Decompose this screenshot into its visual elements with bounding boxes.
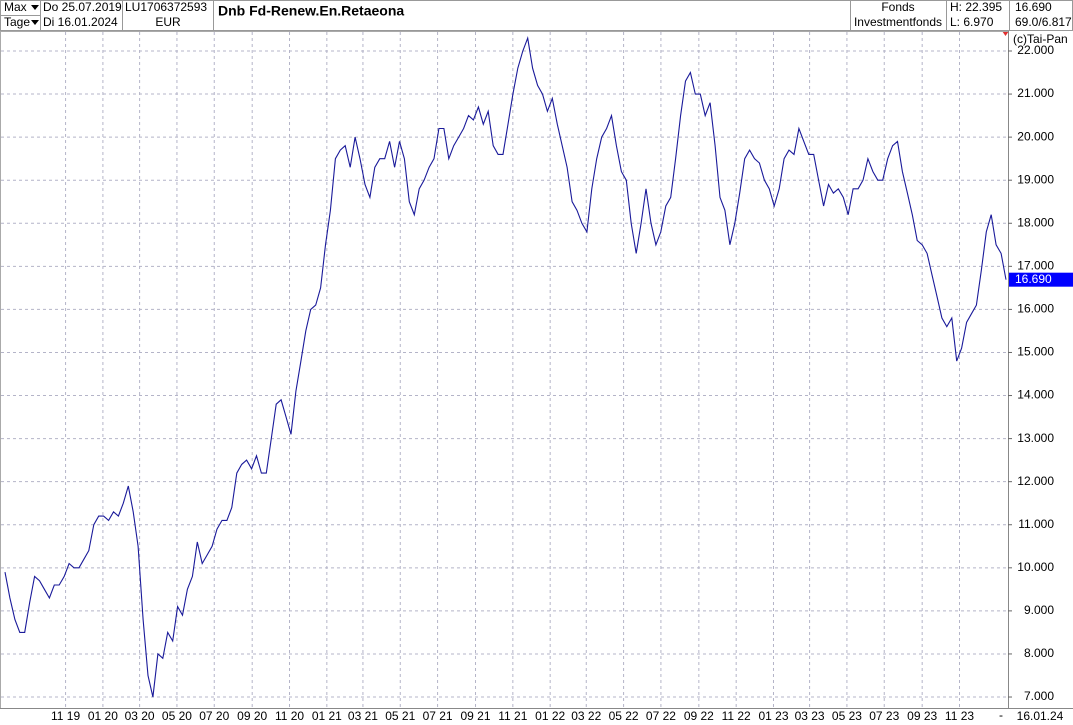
x-tick-label: 05 22 [609,709,639,723]
marker [1002,31,1009,36]
x-tick-label: 07 23 [869,709,899,723]
low: L: 6.970 [950,15,994,29]
start-date: Do 25.07.2019 [43,0,122,14]
last-value-box [1009,272,1073,287]
x-tick-label: 07 21 [423,709,453,723]
range-info: 69.0/6.817 [1015,15,1072,29]
x-tick-label: 05 21 [385,709,415,723]
x-tick-label: 11 20 [275,709,304,723]
x-tick-label: 03 22 [571,709,601,723]
x-tick-label: 05 20 [162,709,192,723]
x-tick-label: 11 21 [498,709,527,723]
x-tick-label: 07 20 [199,709,229,723]
x-end-label: 16.01.24 [1017,709,1064,723]
x-tick-label: 01 22 [535,709,565,723]
isin: LU1706372593 [125,0,207,14]
y-tick-label: 19.000 [1017,172,1054,186]
x-tick-label: 01 23 [758,709,788,723]
y-tick-label: 14.000 [1017,388,1054,402]
y-tick-label: 17.000 [1017,259,1054,273]
x-tick-label: 01 20 [88,709,118,723]
y-tick-label: 9.000 [1024,603,1054,617]
y-tick-label: 8.000 [1024,646,1054,660]
y-tick-label: 7.000 [1024,689,1054,703]
y-tick-label: 13.000 [1017,431,1054,445]
chart-title: Dnb Fd-Renew.En.Retaeona [218,3,404,19]
x-tick-label: 09 21 [461,709,491,723]
y-tick-label: 20.000 [1017,129,1054,143]
x-tick-label: 03 23 [795,709,825,723]
range-select[interactable]: Max [4,0,27,14]
last: 16.690 [1015,0,1052,14]
x-tick-label: 05 23 [832,709,862,723]
y-tick-label: 18.000 [1017,215,1054,229]
x-marker: - [999,708,1003,722]
price-line [4,35,1007,698]
x-tick-label: 11 19 [51,709,80,723]
y-tick-label: 22.000 [1017,43,1054,57]
unit-select[interactable]: Tage [4,15,30,29]
y-tick-label: 16.000 [1017,302,1054,316]
end-date: Di 16.01.2024 [43,15,118,29]
currency: EUR [155,15,181,29]
x-tick-label: 09 23 [907,709,937,723]
y-tick-label: 11.000 [1018,517,1054,531]
dropdown-arrow[interactable] [31,5,39,10]
x-tick-label: 03 21 [348,709,378,723]
y-tick-label: 15.000 [1017,345,1054,359]
x-tick-label: 01 21 [312,709,342,723]
x-tick-label: 07 22 [646,709,676,723]
y-tick-label: 10.000 [1017,560,1054,574]
x-tick-label: 09 22 [684,709,714,723]
x-tick-label: 11 22 [722,709,751,723]
last-value-label: 16.690 [1015,272,1052,286]
x-tick-label: 03 20 [125,709,155,723]
x-tick-label: 09 20 [237,709,267,723]
category: Investmentfonds [854,15,942,29]
y-tick-label: 12.000 [1017,474,1054,488]
dropdown-arrow[interactable] [31,20,39,25]
x-tick-label: 11 23 [945,709,974,723]
y-tick-label: 21.000 [1017,86,1054,100]
copyright: (c)Tai-Pan [1013,32,1068,46]
kind: Fonds [881,0,914,14]
high: H: 22.395 [950,0,1002,14]
